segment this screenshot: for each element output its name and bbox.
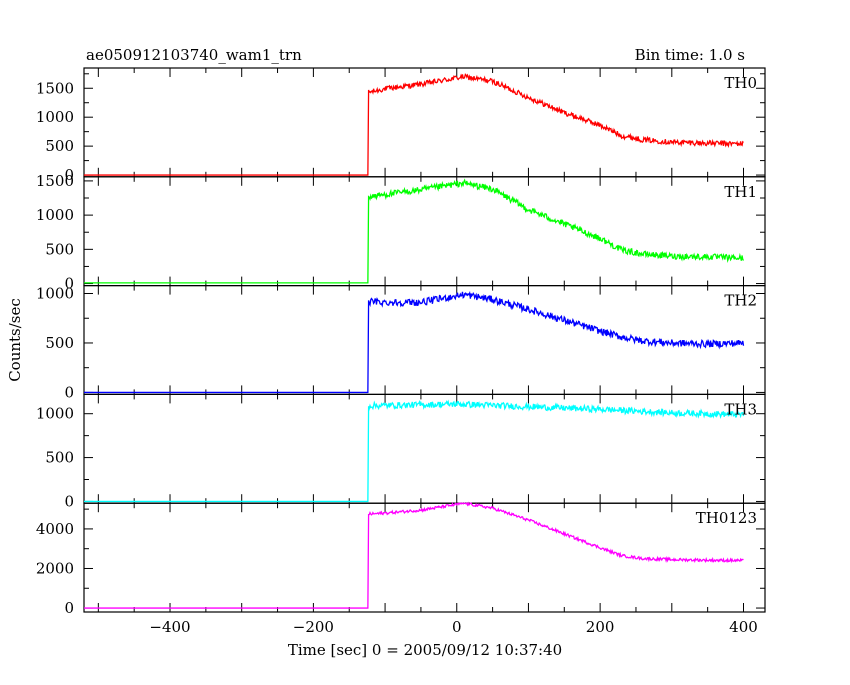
panel-label-th0: TH0	[724, 74, 757, 92]
panel-frame	[83, 176, 766, 287]
panel-th0: 0 500 1000 1500 TH0	[36, 67, 766, 184]
bin-time-label: Bin time: 1.0 s	[635, 46, 745, 64]
x-tick-label: 200	[586, 618, 615, 636]
y-tick-label: 1500	[36, 172, 74, 190]
y-tick-label: 0	[64, 275, 74, 293]
panel-th0123: 0 2000 4000 TH0123	[36, 501, 766, 617]
x-axis-label: Time [sec] 0 = 2005/09/12 10:37:40	[288, 641, 562, 659]
observation-id-title: ae050912103740_wam1_trn	[86, 46, 302, 64]
y-tick-label: 0	[64, 166, 74, 184]
x-tick-label: 0	[452, 618, 462, 636]
y-tick-label: 500	[45, 240, 74, 258]
panels-group: 0 500 1000 1500 TH0 0 500 1000 1500 TH1 0 500 1000 TH…	[36, 67, 766, 617]
y-tick-label: 0	[64, 383, 74, 401]
series-line-th1	[84, 178, 745, 284]
x-tick-label: −200	[293, 618, 334, 636]
panel-label-th2: TH2	[724, 292, 757, 310]
y-tick-label: 500	[45, 449, 74, 467]
x-tick-label: 400	[729, 618, 758, 636]
y-tick-label: 1500	[36, 79, 74, 97]
y-tick-label: 0	[64, 599, 74, 617]
y-tick-label: 1000	[36, 206, 74, 224]
panel-label-th3: TH3	[724, 400, 757, 418]
y-tick-label: 500	[45, 137, 74, 155]
y-tick-label: 500	[45, 334, 74, 352]
x-tick-labels: −400 −200 0 200 400	[149, 618, 757, 636]
y-tick-label: 1000	[36, 108, 74, 126]
series-line-th0	[84, 73, 744, 176]
panel-th1: 0 500 1000 1500 TH1	[36, 172, 766, 293]
series-line-th0123	[84, 501, 744, 609]
series-line-th2	[84, 290, 745, 394]
y-tick-label: 1000	[36, 405, 74, 423]
x-tick-label: −400	[149, 618, 190, 636]
panel-th3: 0 500 1000 TH3	[36, 393, 766, 510]
y-tick-label: 1000	[36, 285, 74, 303]
panel-frame	[83, 502, 766, 613]
panel-label-th1: TH1	[724, 183, 757, 201]
panel-th2: 0 500 1000 TH2	[36, 285, 766, 401]
series-line-th3	[84, 399, 745, 503]
y-tick-label: 0	[64, 492, 74, 510]
y-axis-label: Counts/sec	[6, 298, 24, 382]
y-tick-label: 2000	[36, 559, 74, 577]
y-tick-label: 4000	[36, 520, 74, 538]
panel-label-th0123: TH0123	[696, 509, 757, 527]
